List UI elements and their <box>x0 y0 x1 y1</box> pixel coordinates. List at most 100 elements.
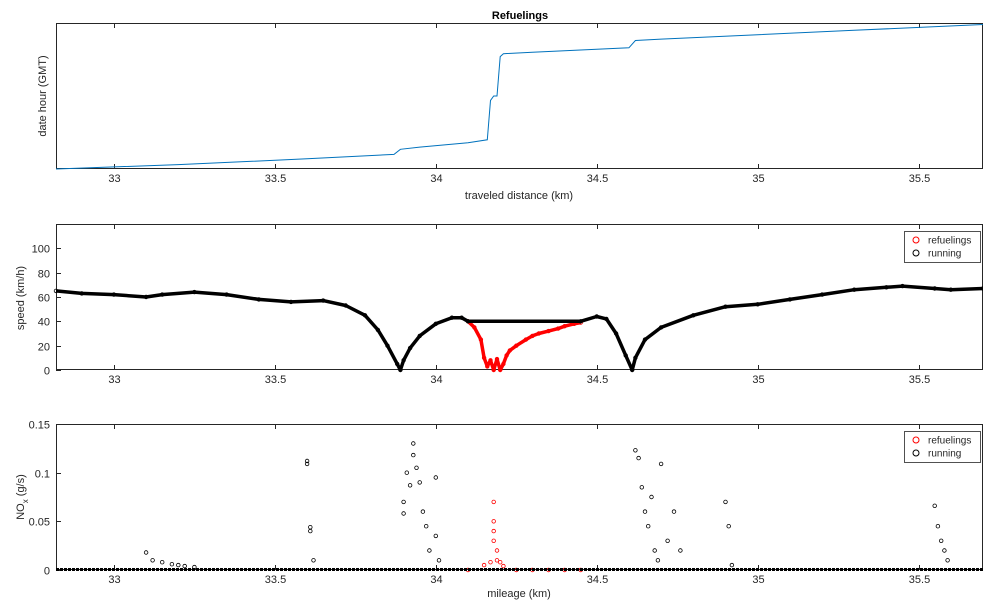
data-point <box>256 297 261 302</box>
data-point <box>192 289 197 295</box>
data-point <box>932 503 937 508</box>
data-point <box>433 475 438 480</box>
data-point <box>362 313 368 318</box>
data-point <box>478 337 484 342</box>
data-point <box>678 548 683 553</box>
data-point <box>504 353 509 358</box>
data-point <box>417 333 422 339</box>
y-tick-label: 0.05 <box>29 517 50 529</box>
series-refuelings <box>465 499 583 573</box>
data-point <box>176 562 181 568</box>
refuelings-time-plot: Refuelings date hour (GMT) traveled dist… <box>37 10 983 202</box>
data-point <box>436 558 442 563</box>
data-point <box>723 499 728 505</box>
series-line <box>55 24 983 170</box>
data-point <box>427 548 432 553</box>
data-point <box>459 315 464 320</box>
data-point <box>604 316 609 322</box>
x-tick-label: 33 <box>108 374 120 386</box>
x-tick-label: 35 <box>752 574 764 586</box>
y-tick-label: 20 <box>38 342 50 354</box>
y-tick-label: 40 <box>38 317 50 329</box>
data-point <box>53 288 59 294</box>
data-point <box>304 461 310 467</box>
y-axis-label: speed (km/h) <box>15 266 27 330</box>
legend-marker <box>912 436 920 444</box>
y-axis-label: date hour (GMT) <box>37 55 49 136</box>
x-axis-label: mileage (km) <box>487 588 551 600</box>
data-point <box>900 283 905 289</box>
data-point <box>481 355 487 360</box>
legend-marker <box>912 249 920 257</box>
data-point <box>288 299 294 305</box>
data-point <box>304 458 310 464</box>
data-point <box>375 327 381 333</box>
data-point <box>646 524 651 529</box>
legend-label: refuelings <box>928 236 971 247</box>
data-point <box>671 509 677 514</box>
x-tick-label: 34 <box>430 173 442 185</box>
data-point <box>630 367 635 373</box>
data-point <box>536 331 541 336</box>
data-point <box>449 315 455 320</box>
data-point <box>623 353 628 358</box>
legend: refuelings running <box>904 431 981 463</box>
data-point <box>465 319 471 324</box>
data-point <box>321 298 326 303</box>
axes-frame <box>56 224 983 370</box>
y-tick-label: 0 <box>44 566 50 578</box>
data-point <box>401 499 406 505</box>
x-tick-label: 33 <box>108 574 120 586</box>
y-tick-label: 0 <box>44 366 50 378</box>
data-point <box>481 562 487 568</box>
y-tick-label: 60 <box>38 293 50 305</box>
speed-plot: speed (km/h) 33 33.5 34 34.5 35 35.5 0 20 40 60 80… <box>15 224 983 386</box>
data-point <box>494 548 500 553</box>
data-point <box>159 560 165 565</box>
data-point <box>485 364 490 369</box>
data-point <box>562 324 567 329</box>
data-point <box>491 538 496 543</box>
data-point <box>514 343 519 348</box>
data-point <box>884 285 889 290</box>
data-point <box>143 294 149 300</box>
data-point <box>633 448 638 453</box>
x-tick-label: 33.5 <box>265 173 286 185</box>
data-point <box>546 328 551 334</box>
x-tick-label: 35.5 <box>909 574 930 586</box>
data-point <box>498 367 503 373</box>
data-point <box>398 367 403 373</box>
ylabel-sub: x <box>21 499 30 503</box>
data-point <box>424 524 429 529</box>
data-point <box>411 441 416 446</box>
data-point <box>311 558 316 563</box>
data-point <box>658 325 664 330</box>
data-point <box>494 558 500 563</box>
data-point <box>655 558 661 563</box>
x-axis-label: traveled distance (km) <box>465 190 573 202</box>
series-refuelings <box>465 319 583 373</box>
data-point <box>649 494 654 500</box>
data-point <box>507 348 512 353</box>
legend-label: refuelings <box>928 436 971 447</box>
x-tick-label: 33.5 <box>265 374 286 386</box>
data-point <box>594 314 599 319</box>
y-tick-label: 0.1 <box>35 469 50 481</box>
data-point <box>414 465 419 470</box>
data-point <box>935 524 941 529</box>
data-point <box>494 356 500 362</box>
data-point <box>420 509 426 514</box>
data-point <box>224 292 229 297</box>
data-point <box>530 333 535 339</box>
data-point <box>498 560 503 565</box>
data-point <box>948 287 953 292</box>
data-point <box>501 361 506 367</box>
y-axis-label: NOx (g/s) <box>15 474 30 520</box>
data-point <box>729 562 735 568</box>
legend-label: running <box>928 249 961 260</box>
y-tick-label: 100 <box>32 244 50 256</box>
data-point <box>472 325 477 330</box>
data-point <box>491 367 496 373</box>
x-tick-label: 34.5 <box>587 173 608 185</box>
data-point <box>636 455 641 461</box>
